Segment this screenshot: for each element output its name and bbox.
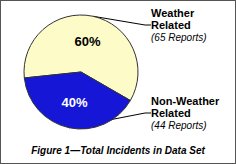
svg-text:40%: 40% bbox=[61, 95, 87, 110]
svg-text:Weather: Weather bbox=[151, 7, 195, 19]
svg-text:60%: 60% bbox=[75, 34, 101, 49]
svg-text:Figure 1—Total Incidents in Da: Figure 1—Total Incidents in Data Set bbox=[31, 145, 205, 156]
svg-text:(65 Reports): (65 Reports) bbox=[151, 32, 207, 43]
svg-text:(44 Reports): (44 Reports) bbox=[151, 120, 207, 131]
svg-text:Non-Weather: Non-Weather bbox=[151, 95, 220, 107]
svg-text:Related: Related bbox=[151, 107, 191, 119]
svg-text:Related: Related bbox=[151, 19, 191, 31]
